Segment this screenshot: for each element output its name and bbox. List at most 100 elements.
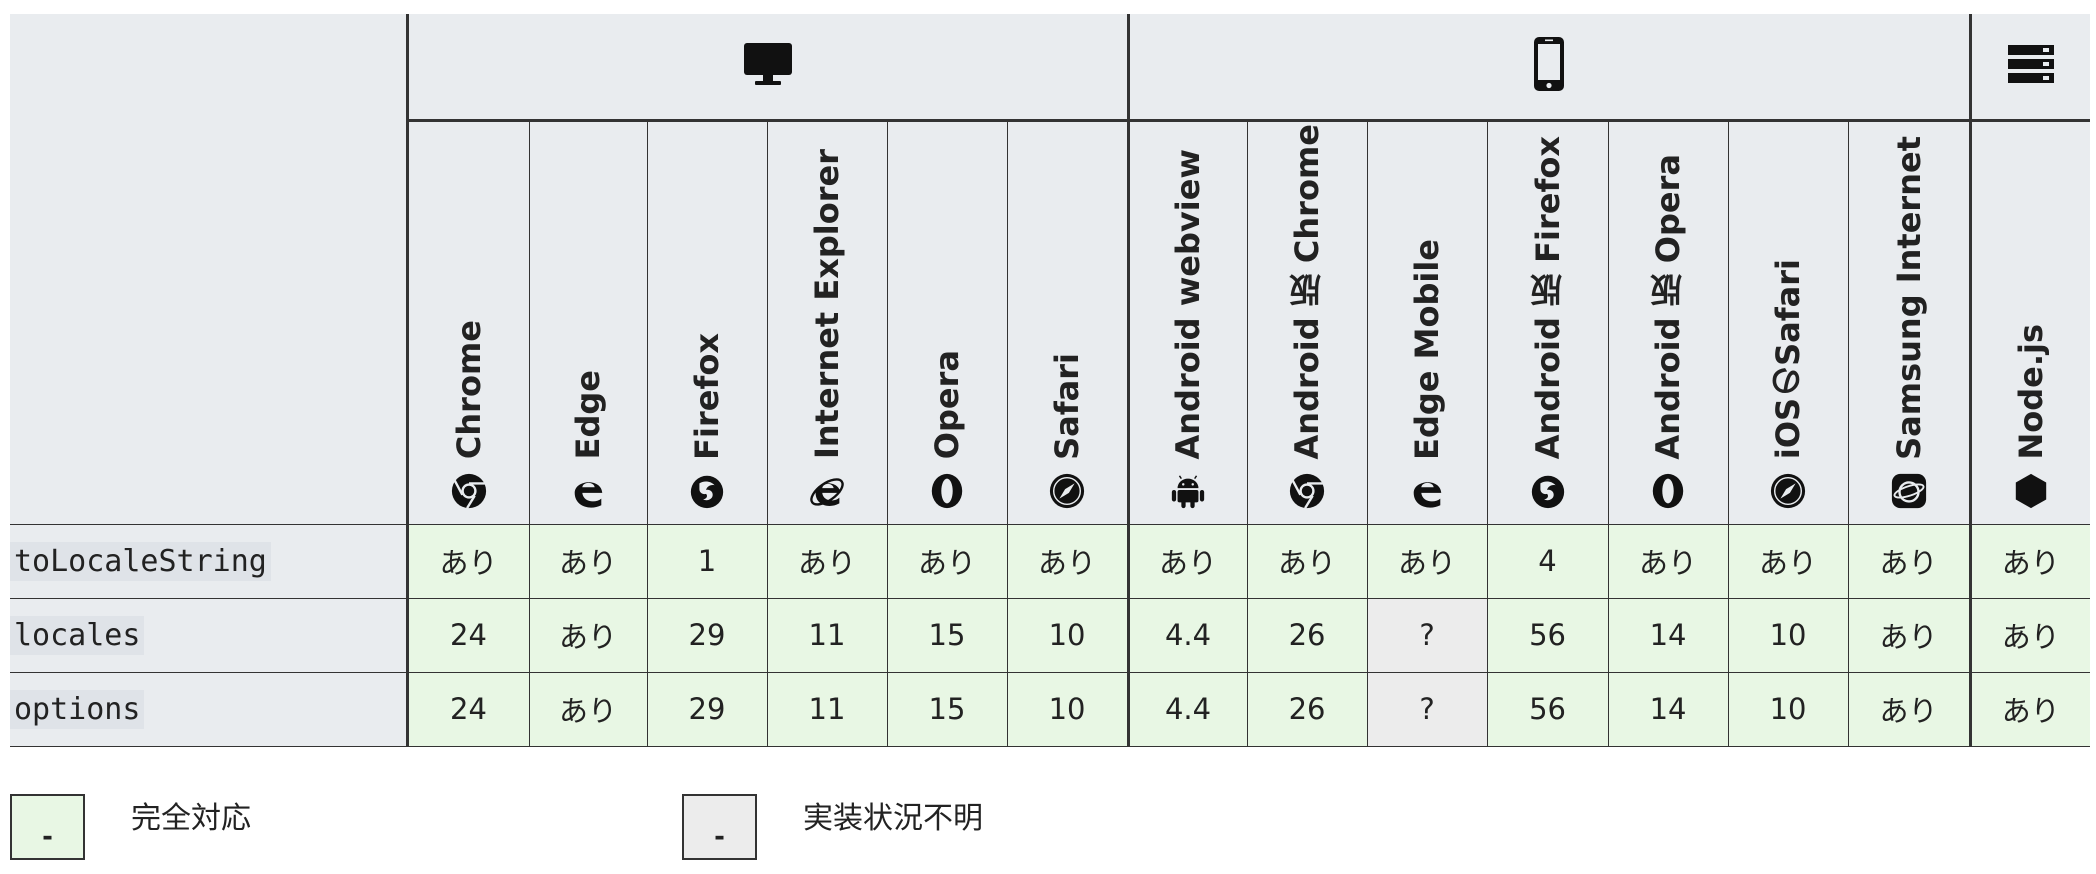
support-cell[interactable]: 26: [1246, 598, 1368, 673]
support-cell[interactable]: 29: [646, 672, 767, 747]
mobile-icon: [1534, 37, 1565, 92]
support-cell[interactable]: あり: [405, 524, 529, 599]
support-cell[interactable]: 29: [646, 598, 767, 673]
platform-server: [1968, 14, 2091, 122]
support-cell[interactable]: 56: [1486, 672, 1609, 747]
support-cell[interactable]: 1: [646, 524, 767, 599]
opera-icon: [928, 472, 966, 510]
legend-unknown-label: 実装状況不明: [803, 801, 983, 836]
support-cell[interactable]: 14: [1607, 598, 1729, 673]
support-cell[interactable]: あり: [886, 524, 1007, 599]
feature-name-cell: locales: [10, 598, 407, 673]
support-cell[interactable]: あり: [1847, 598, 1971, 673]
browser-header-12: Samsung Internet: [1847, 120, 1971, 525]
opera-icon: [1649, 472, 1687, 510]
support-cell[interactable]: あり: [528, 598, 647, 673]
support-cell[interactable]: 4: [1486, 524, 1609, 599]
header-corner: [10, 14, 407, 525]
browser-name: Edge Mobile: [1408, 238, 1447, 460]
feature-name: locales: [10, 615, 145, 655]
browser-header-10: Android 版 Opera: [1607, 120, 1729, 525]
support-cell[interactable]: 24: [405, 598, 529, 673]
browser-header-5: Safari: [1006, 120, 1129, 525]
browser-name: Android 版 Firefox: [1528, 136, 1567, 460]
support-cell[interactable]: 11: [766, 672, 887, 747]
table-row: options 24 あり 29 11 15 10 4.4 26? 56 14 10 あり あり: [10, 672, 2091, 747]
support-cell[interactable]: 24: [405, 672, 529, 747]
samsung-internet-icon: [1890, 472, 1928, 510]
browser-name: Opera: [928, 350, 966, 460]
desktop-icon: [743, 43, 792, 86]
feature-name-cell: toLocaleString: [10, 524, 407, 599]
support-cell[interactable]: あり: [1006, 524, 1129, 599]
support-cell[interactable]: ?: [1366, 672, 1488, 747]
support-cell[interactable]: あり: [1607, 524, 1729, 599]
support-cell[interactable]: あり: [1727, 524, 1849, 599]
support-cell[interactable]: あり: [528, 524, 647, 599]
support-cell[interactable]: 10: [1727, 672, 1849, 747]
support-cell[interactable]: あり: [1968, 672, 2091, 747]
firefox-icon: [1529, 472, 1567, 510]
browser-name: Android webview: [1169, 149, 1208, 460]
browser-header-9: Android 版 Firefox: [1486, 120, 1609, 525]
browser-header-8: Edge Mobile: [1366, 120, 1488, 525]
chrome-icon: [450, 472, 488, 510]
browser-header-7: Android 版 Chrome: [1246, 120, 1368, 525]
support-cell[interactable]: あり: [1246, 524, 1368, 599]
support-cell[interactable]: 4.4: [1126, 672, 1248, 747]
browser-header-0: Chrome: [405, 120, 529, 525]
support-cell[interactable]: あり: [1847, 672, 1971, 747]
browser-name: Samsung Internet: [1889, 135, 1928, 460]
support-cell[interactable]: 15: [886, 672, 1007, 747]
legend-unknown-support: - 実装状況不明: [682, 793, 983, 861]
safari-icon: [1769, 472, 1807, 510]
support-cell[interactable]: あり: [1366, 524, 1488, 599]
support-cell[interactable]: 4.4: [1126, 598, 1248, 673]
support-cell[interactable]: 26: [1246, 672, 1368, 747]
nodejs-icon: [2012, 472, 2050, 510]
support-cell[interactable]: 10: [1006, 598, 1129, 673]
android-icon: [1169, 472, 1207, 510]
chrome-icon: [1288, 472, 1326, 510]
support-cell[interactable]: 56: [1486, 598, 1609, 673]
support-cell[interactable]: ?: [1366, 598, 1488, 673]
support-cell[interactable]: あり: [1847, 524, 1971, 599]
firefox-icon: [688, 472, 726, 510]
table-row: toLocaleString あり あり 1 あり あり あり あり あり あり 4 あり あり あり あり: [10, 524, 2091, 599]
browser-name: Safari: [1048, 352, 1087, 460]
support-cell[interactable]: あり: [1968, 598, 2091, 673]
legend-full-support: - 完全対応: [10, 793, 251, 861]
compatibility-table: Chrome Edge Firefox Internet Explorer Opera S…: [10, 14, 2091, 747]
browser-name: Node.js: [2011, 323, 2050, 460]
browser-name: Android 版 Chrome: [1288, 124, 1327, 460]
support-cell[interactable]: 14: [1607, 672, 1729, 747]
feature-name: toLocaleString: [10, 541, 271, 581]
support-cell[interactable]: 10: [1006, 672, 1129, 747]
legend-unknown-swatch: -: [682, 794, 757, 860]
support-cell[interactable]: 15: [886, 598, 1007, 673]
support-cell[interactable]: あり: [528, 672, 647, 747]
edge-icon: [1408, 472, 1446, 510]
support-cell[interactable]: あり: [766, 524, 887, 599]
server-icon: [2007, 45, 2054, 84]
support-cell[interactable]: 11: [766, 598, 887, 673]
browser-name: Chrome: [449, 320, 488, 460]
support-cell[interactable]: あり: [1968, 524, 2091, 599]
safari-icon: [1048, 472, 1086, 510]
support-cell[interactable]: あり: [1126, 524, 1248, 599]
platform-mobile: [1126, 14, 1971, 122]
browser-name: Edge: [569, 370, 607, 460]
table-row: locales 24 あり 29 11 15 10 4.4 26? 56 14 10 あり あり: [10, 598, 2091, 673]
browser-header-11: iOSのSafari: [1727, 120, 1849, 525]
browser-name: Internet Explorer: [808, 149, 846, 460]
platform-desktop: [405, 14, 1129, 122]
support-cell[interactable]: 10: [1727, 598, 1849, 673]
edge-icon: [569, 472, 607, 510]
ie-icon: [808, 472, 846, 510]
feature-name-cell: options: [10, 672, 407, 747]
legend-full-label: 完全対応: [131, 801, 251, 836]
browser-header-4: Opera: [886, 120, 1007, 525]
browser-header-2: Firefox: [646, 120, 767, 525]
browser-header-13: Node.js: [1968, 120, 2091, 525]
